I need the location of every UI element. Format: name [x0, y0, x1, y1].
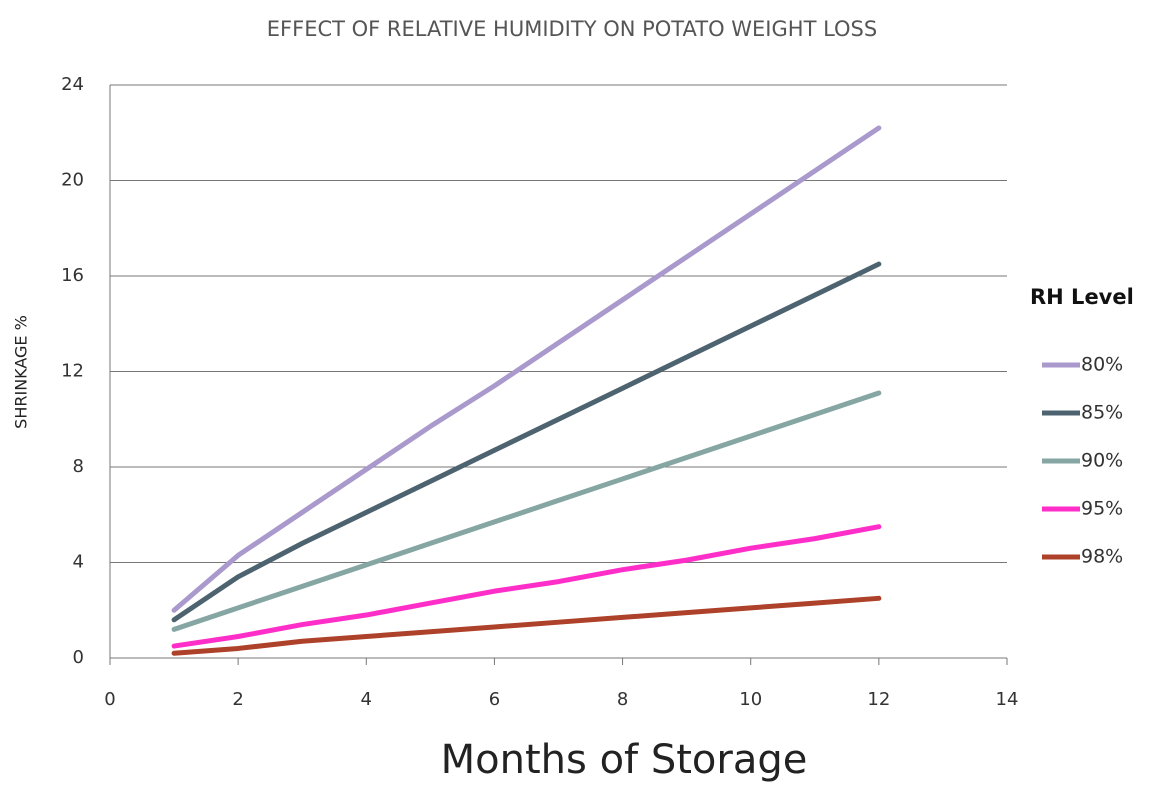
y-tick-label: 24	[61, 74, 84, 95]
series-line	[174, 264, 879, 620]
legend-label: 95%	[1081, 498, 1123, 520]
x-tick-label: 8	[617, 689, 628, 710]
y-tick-label: 20	[61, 170, 84, 191]
x-tick-label: 4	[361, 689, 372, 710]
x-axis-title: Months of Storage	[441, 737, 808, 783]
x-tick-label: 0	[104, 689, 115, 710]
x-tick-label: 2	[232, 689, 243, 710]
y-axis-title: SHRINKAGE %	[12, 315, 31, 429]
legend-title: RH Level	[1030, 285, 1134, 309]
series-line	[174, 598, 879, 653]
legend-label: 90%	[1081, 450, 1123, 472]
x-tick-label: 12	[867, 689, 890, 710]
x-tick-label: 10	[739, 689, 762, 710]
y-tick-label: 0	[73, 647, 84, 668]
y-tick-label: 8	[73, 456, 84, 477]
y-tick-label: 12	[61, 361, 84, 382]
chart: EFFECT OF RELATIVE HUMIDITY ON POTATO WE…	[0, 0, 1154, 785]
chart-title: EFFECT OF RELATIVE HUMIDITY ON POTATO WE…	[267, 17, 877, 41]
series-line	[174, 527, 879, 646]
legend-label: 85%	[1081, 402, 1123, 424]
x-tick-label: 14	[996, 689, 1019, 710]
y-tick-label: 16	[61, 265, 84, 286]
legend-label: 80%	[1081, 354, 1123, 376]
series-line	[174, 393, 879, 629]
series-line	[174, 128, 879, 610]
legend-label: 98%	[1081, 546, 1123, 568]
x-tick-label: 6	[489, 689, 500, 710]
y-tick-label: 4	[73, 552, 84, 573]
